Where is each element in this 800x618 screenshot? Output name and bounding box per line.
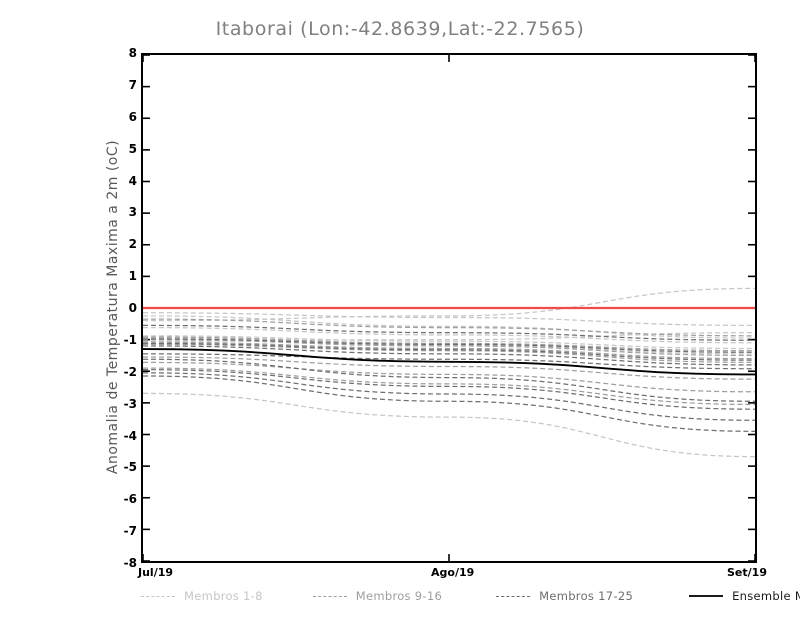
y-axis-tick-label: 4 [128, 173, 137, 188]
member-line [143, 338, 755, 353]
member-line [143, 315, 755, 339]
legend-label: Membros 17-25 [539, 589, 634, 603]
y-axis-tick-label: -6 [123, 492, 137, 507]
member-line [143, 337, 755, 355]
member-line [143, 345, 755, 366]
y-axis-tick-label: 0 [128, 301, 137, 315]
member-line [143, 339, 755, 357]
member-line [143, 336, 755, 352]
legend-item: Membros 17-25 [496, 589, 633, 603]
plot-lines [143, 55, 755, 561]
chart-legend: Membros 1-8 Membros 9-16 Membros 17-25 Ense… [141, 586, 800, 606]
member-line [143, 369, 755, 410]
member-line [143, 361, 755, 393]
member-line [143, 343, 755, 364]
legend-swatch [496, 595, 531, 597]
x-axis-tick-label: Ago/19 [431, 566, 475, 579]
y-axis-tick-label: -5 [123, 460, 137, 475]
member-line [143, 372, 755, 421]
legend-item: Membros 1-8 [141, 589, 263, 603]
legend-swatch [141, 595, 175, 597]
y-axis-tick-labels: 8 7 6 5 4 3 2 1 0 -1 -2 -3 -4 -5 -6 -7 -8 [112, 0, 137, 618]
member-line [143, 353, 755, 370]
y-axis-tick-label: -1 [123, 332, 137, 347]
ensemble-mean-line [143, 348, 755, 376]
member-line [143, 356, 755, 380]
y-axis-tick-label: 7 [128, 77, 137, 92]
legend-label: Ensemble Mean [732, 589, 800, 603]
member-line [143, 367, 755, 406]
legend-swatch [689, 594, 724, 598]
y-axis-tick-label: -8 [123, 556, 137, 570]
member-line [143, 318, 755, 337]
x-axis-tick-label: Set/19 [727, 566, 767, 579]
y-axis-tick-label: 3 [128, 205, 137, 220]
y-axis-tick-label: -7 [123, 524, 137, 539]
page-title: Itaborai (Lon:-42.8639,Lat:-22.7565) [215, 18, 585, 40]
y-axis-tick-label: 8 [128, 46, 137, 60]
member-line [143, 342, 755, 361]
legend-swatch [312, 595, 347, 597]
member-line [143, 341, 755, 360]
plot-area [141, 53, 757, 563]
y-axis-tick-label: 1 [128, 269, 137, 284]
member-line [143, 324, 755, 341]
legend-label: Membros 9-16 [355, 589, 443, 603]
legend-item: Ensemble Mean [689, 589, 800, 603]
y-axis-tick-label: -2 [123, 364, 137, 379]
member-line [143, 335, 755, 350]
y-axis-tick-label: -3 [123, 396, 137, 411]
x-axis-tick-label: Jul/19 [138, 566, 174, 579]
y-axis-tick-label: 5 [128, 141, 137, 156]
member-line [143, 392, 755, 458]
y-axis-tick-label: 2 [128, 237, 137, 252]
member-line [143, 358, 755, 402]
y-axis-tick-label: -4 [123, 428, 137, 443]
member-line [143, 312, 755, 327]
legend-item: Membros 9-16 [312, 589, 443, 603]
member-line [143, 326, 755, 344]
legend-label: Membros 1-8 [184, 589, 263, 603]
member-line [143, 287, 755, 322]
y-axis-tick-label: 6 [128, 109, 137, 124]
